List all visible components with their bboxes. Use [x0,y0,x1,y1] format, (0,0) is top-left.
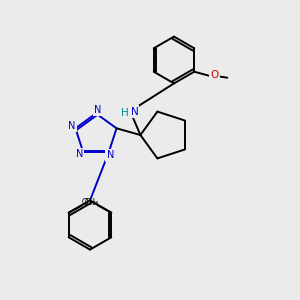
Text: N: N [106,151,114,160]
Text: N: N [76,149,83,159]
Text: O: O [210,70,218,80]
Text: CH₃: CH₃ [84,198,98,207]
Text: H: H [121,107,129,118]
Text: N: N [94,105,101,115]
Text: N: N [68,121,76,131]
Text: N: N [130,106,138,117]
Text: CH₃: CH₃ [82,198,96,207]
